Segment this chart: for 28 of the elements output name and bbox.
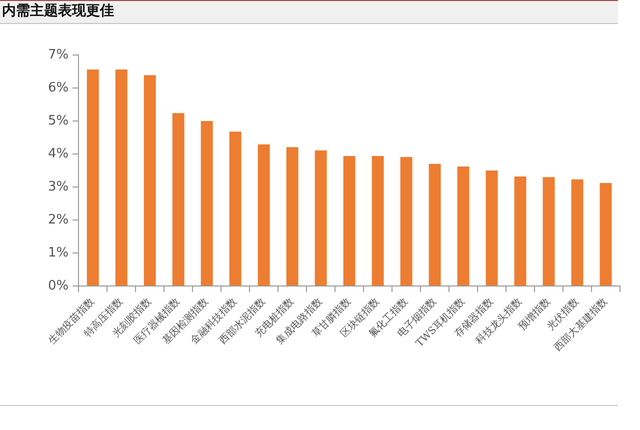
bar xyxy=(286,147,298,286)
y-tick-label: 0% xyxy=(48,278,69,294)
bar xyxy=(144,75,156,286)
bar xyxy=(428,164,441,286)
bar xyxy=(86,70,99,286)
bar xyxy=(229,132,242,286)
y-tick-label: 2% xyxy=(48,212,69,228)
y-tick-label: 4% xyxy=(48,146,69,162)
y-tick-label: 1% xyxy=(48,245,69,260)
bar xyxy=(258,144,270,286)
bar xyxy=(400,156,412,286)
bar xyxy=(600,183,612,286)
bar xyxy=(200,121,213,286)
bar xyxy=(542,177,555,286)
bar xyxy=(514,176,526,286)
y-tick-label: 3% xyxy=(48,179,69,194)
bar xyxy=(172,113,184,286)
y-tick-label: 6% xyxy=(48,80,69,96)
bar xyxy=(486,170,498,286)
bar xyxy=(343,156,356,286)
bar xyxy=(457,166,470,286)
bar xyxy=(372,156,384,286)
bar xyxy=(314,150,327,286)
y-tick-label: 5% xyxy=(48,113,69,128)
y-tick-label: 7% xyxy=(48,47,69,62)
bar xyxy=(571,179,584,286)
bar xyxy=(115,70,128,286)
chart-title: 内需主题表现更佳 xyxy=(2,3,114,20)
